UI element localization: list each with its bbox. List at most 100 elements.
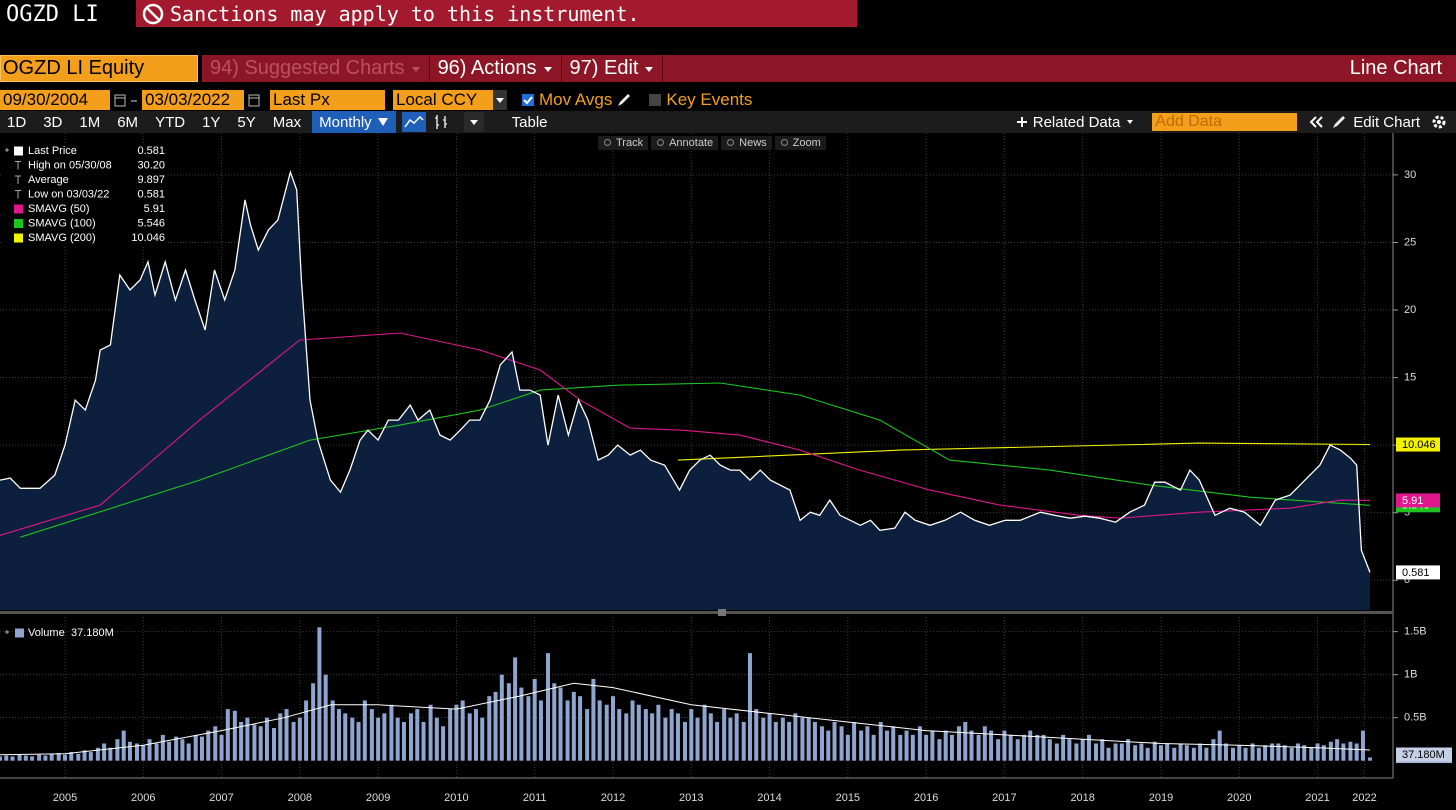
volume-bar xyxy=(49,753,54,761)
tool-button[interactable]: Annotate xyxy=(651,135,719,150)
calendar-icon[interactable] xyxy=(114,93,126,107)
volume-bar xyxy=(969,730,974,761)
edit-chart[interactable]: Edit Chart xyxy=(1353,113,1420,131)
dropdown-arrow[interactable] xyxy=(493,89,507,110)
volume-bar xyxy=(1100,739,1105,761)
volume-bar xyxy=(154,743,159,761)
frequency-select[interactable]: Monthly xyxy=(312,111,396,133)
volume-bar xyxy=(839,726,844,761)
period-button[interactable]: 5Y xyxy=(237,113,256,131)
x-tick-label: 2007 xyxy=(209,792,233,804)
period-button[interactable]: 1D xyxy=(7,113,27,131)
volume-bar xyxy=(62,754,67,761)
x-tick-label: 2021 xyxy=(1305,792,1329,804)
volume-bar xyxy=(421,721,426,761)
mov-avgs-label[interactable]: Mov Avgs xyxy=(539,89,613,109)
calendar-icon[interactable] xyxy=(248,93,260,107)
start-date[interactable]: 09/30/2004 xyxy=(0,89,110,110)
tool-button[interactable]: Track xyxy=(598,135,649,150)
checkbox[interactable] xyxy=(648,93,662,107)
volume-bar xyxy=(213,726,218,761)
volume-bar xyxy=(460,700,465,761)
volume-bar xyxy=(793,713,798,761)
volume-bar xyxy=(160,734,165,761)
volume-bar xyxy=(1368,757,1372,761)
period-button[interactable]: 6M xyxy=(117,113,139,131)
volume-bar xyxy=(376,717,381,761)
legend-value: 10.046 xyxy=(131,232,165,244)
volume-bar xyxy=(121,730,126,761)
x-tick-label: 2020 xyxy=(1227,792,1251,804)
bar-chart-icon[interactable] xyxy=(430,112,454,132)
related-data[interactable]: Related Data xyxy=(1032,113,1121,131)
legend-glyph xyxy=(15,190,21,199)
volume-bar xyxy=(69,752,74,761)
value-tag-label: 0.581 xyxy=(1402,567,1430,579)
settings-icon[interactable] xyxy=(1430,113,1448,131)
legend-value: 30.20 xyxy=(137,159,165,171)
checkbox-checked[interactable] xyxy=(521,93,535,107)
volume-bar xyxy=(1289,747,1294,761)
legend-glyph xyxy=(15,175,21,184)
volume-bar xyxy=(585,709,590,761)
chart-type[interactable]: Line Chart xyxy=(1349,57,1442,79)
tool-button[interactable]: News xyxy=(721,135,772,150)
volume-bar xyxy=(708,713,713,761)
tool-button[interactable]: Zoom xyxy=(774,135,826,150)
tool-icon xyxy=(727,139,735,146)
menu-item[interactable]: 96) Actions xyxy=(430,55,562,82)
table-button[interactable]: Table xyxy=(511,113,548,131)
volume-bar xyxy=(820,726,824,761)
dropdown-arrow[interactable] xyxy=(463,112,484,132)
volume-bar xyxy=(722,709,727,761)
volume-tag-label: 37.180M xyxy=(1402,749,1445,761)
volume-bar xyxy=(1354,743,1359,761)
volume-bar xyxy=(10,756,15,761)
tool-label: Track xyxy=(616,136,644,149)
field-select[interactable]: Last Px xyxy=(270,89,385,110)
volume-bar xyxy=(278,713,283,761)
legend-swatch xyxy=(15,628,24,638)
pencil-icon[interactable] xyxy=(616,92,632,108)
y-tick-label: 1B xyxy=(1404,669,1417,681)
volume-bar xyxy=(193,734,198,761)
x-tick-label: 2006 xyxy=(131,792,155,804)
line-chart-icon[interactable] xyxy=(401,112,426,132)
add-data-input[interactable]: Add Data xyxy=(1152,113,1298,131)
currency-select[interactable]: Local CCY xyxy=(393,89,493,110)
volume-bar xyxy=(1152,741,1157,761)
end-date[interactable]: 03/03/2022 xyxy=(142,89,244,110)
menu-item[interactable]: 94) Suggested Charts xyxy=(202,55,430,82)
volume-bar xyxy=(239,721,244,761)
volume-bar xyxy=(780,717,785,761)
volume-bar xyxy=(473,709,478,761)
period-button[interactable]: YTD xyxy=(155,113,186,131)
x-tick-label: 2008 xyxy=(288,792,312,804)
volume-bar xyxy=(186,743,191,761)
period-button[interactable]: 1Y xyxy=(202,113,221,131)
volume-bar xyxy=(1054,743,1059,761)
volume-bar xyxy=(949,734,954,761)
volume-bar xyxy=(88,752,93,761)
period-button[interactable]: Max xyxy=(272,113,302,131)
volume-bar xyxy=(1309,747,1314,761)
tool-label: News xyxy=(739,136,767,149)
period-button[interactable]: 3D xyxy=(43,113,63,131)
menu-item[interactable]: 97) Edit xyxy=(562,55,664,82)
volume-bar xyxy=(362,700,367,761)
y-tick-label: 25 xyxy=(1404,236,1416,248)
volume-bar xyxy=(957,726,961,761)
dropdown-arrow xyxy=(377,118,388,126)
volume-bar xyxy=(1348,741,1353,761)
volume-bar xyxy=(1295,743,1300,761)
period-button[interactable]: 1M xyxy=(79,113,101,131)
collapse-icon[interactable] xyxy=(1307,114,1327,130)
volume-bar xyxy=(546,653,550,761)
volume-bar xyxy=(558,687,563,761)
volume-bar xyxy=(565,700,570,761)
volume-bar xyxy=(252,724,257,761)
key-events-label[interactable]: Key Events xyxy=(666,89,753,109)
security-field[interactable]: OGZD LI Equity xyxy=(0,55,198,82)
